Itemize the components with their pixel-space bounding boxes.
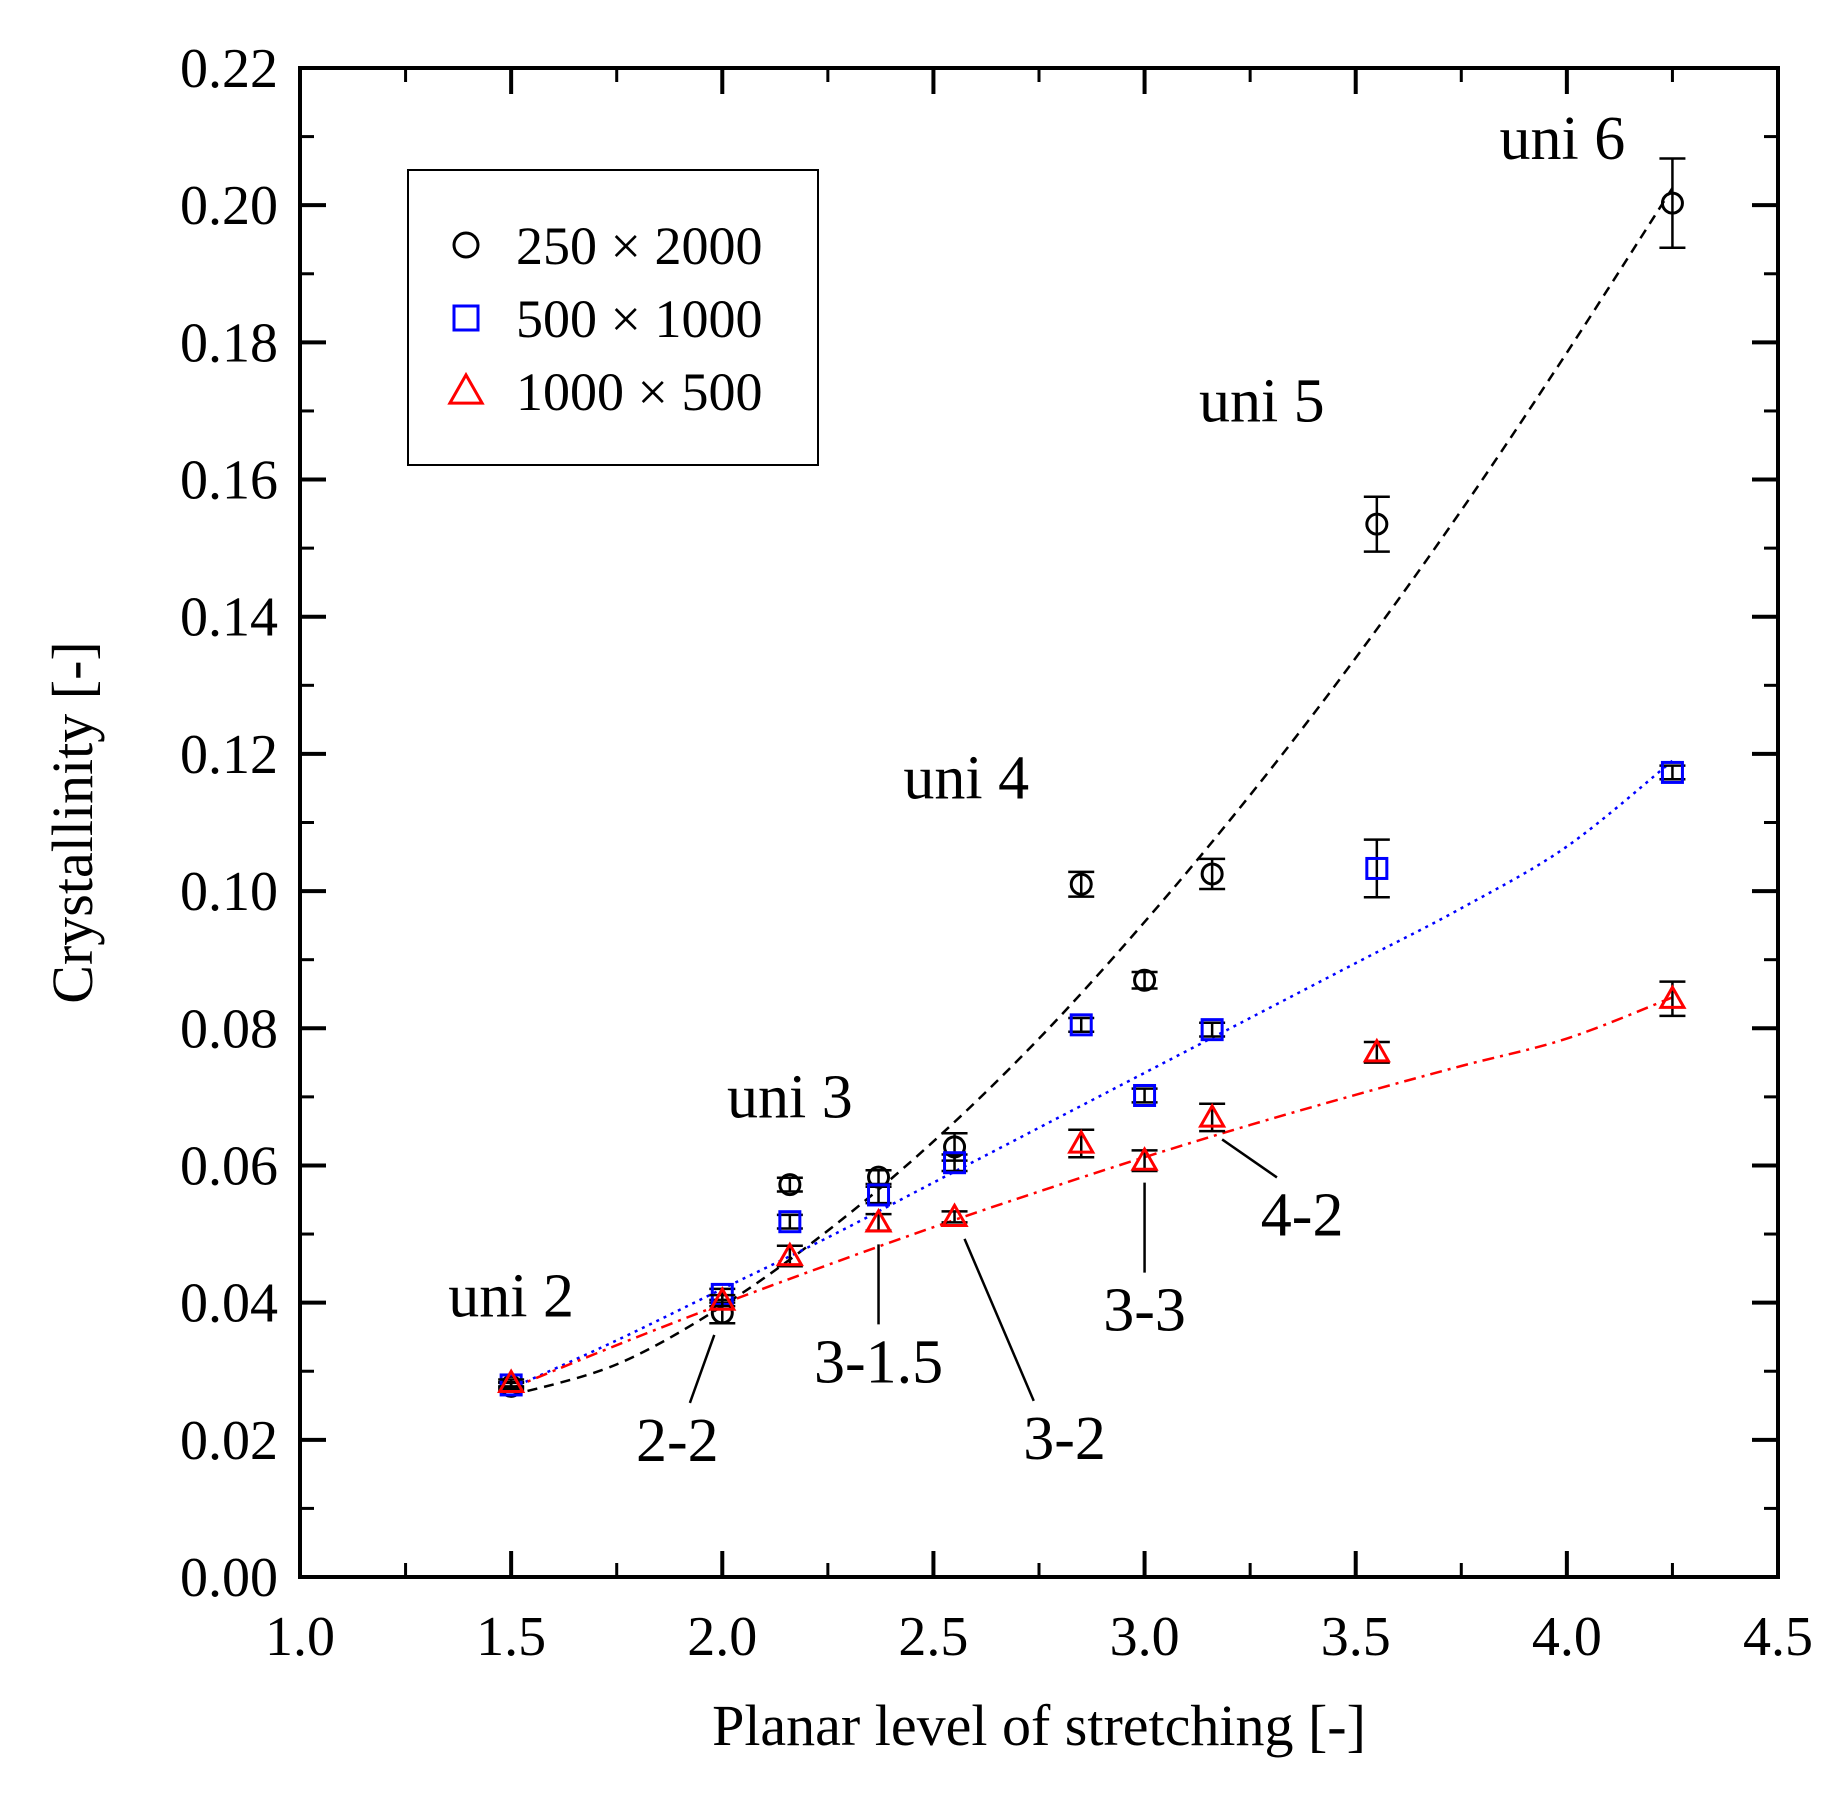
data-point-square [867, 1183, 891, 1207]
data-point-circle [1069, 872, 1093, 896]
axis-ticks: 1.0 1.5 2.0 2.5 3.0 3.5 4.0 4.5 0.00 0.02 0.04 0.06… [180, 38, 1813, 1668]
legend-marker-square [452, 304, 480, 332]
data-point-circle [1660, 191, 1684, 215]
data-point-square [778, 1210, 802, 1234]
annotation-label: 3-3 [1103, 1277, 1186, 1345]
annotation-label: 2-2 [636, 1407, 719, 1475]
annotation-label: 3-2 [1023, 1405, 1106, 1473]
x-tick-label: 4.0 [1532, 1606, 1602, 1668]
data-point-circle [1133, 968, 1157, 992]
annotation-label: uni 5 [1199, 367, 1325, 435]
data-point-square [1365, 856, 1389, 880]
data-point-circle [1200, 862, 1224, 886]
x-tick-label: 3.0 [1110, 1606, 1180, 1668]
annotations: uni 2 uni 3 uni 4 uni 5 uni 6 2-2 3-1.5 3-2 3-3 4… [448, 105, 1625, 1475]
annotation-leader [963, 1238, 1035, 1402]
data-point-triangle [775, 1241, 804, 1267]
minor-ticks [300, 68, 1778, 1577]
y-tick-label: 0.08 [180, 998, 278, 1060]
data-point-triangle [1362, 1037, 1391, 1063]
data-point-square [1200, 1018, 1224, 1042]
x-tick-label: 3.5 [1321, 1606, 1391, 1668]
y-tick-label: 0.18 [180, 312, 278, 374]
y-tick-label: 0.14 [180, 587, 278, 649]
y-tick-label: 0.16 [180, 450, 278, 512]
annotation-label: uni 2 [448, 1263, 574, 1331]
y-tick-label: 0.02 [180, 1410, 278, 1472]
data-point-square [1133, 1083, 1157, 1107]
y-tick-label: 0.06 [180, 1135, 278, 1197]
x-tick-label: 1.5 [476, 1606, 546, 1668]
y-axis-title: Crystallinity [-] [40, 641, 105, 1003]
y-tick-label: 0.20 [180, 175, 278, 237]
data-point-square [499, 1373, 523, 1397]
x-tick-label: 1.0 [265, 1606, 335, 1668]
data-point-circle [778, 1173, 802, 1197]
annotation-label: uni 6 [1500, 105, 1626, 173]
y-tick-label: 0.12 [180, 724, 278, 786]
data-point-circle [1365, 512, 1389, 536]
x-axis-title: Planar level of stretching [-] [712, 1693, 1366, 1758]
data-point-square [1660, 760, 1684, 784]
annotation-label: 3-1.5 [814, 1328, 943, 1396]
annotation-label: uni 3 [727, 1064, 853, 1132]
x-tick-label: 2.0 [687, 1606, 757, 1668]
legend-label: 1000 × 500 [516, 362, 762, 422]
data-point-square [1069, 1013, 1093, 1037]
annotation-label: uni 4 [903, 745, 1029, 813]
y-tick-label: 0.22 [180, 38, 278, 100]
fit-curve-square [510, 759, 1674, 1390]
legend-label: 250 × 2000 [516, 216, 762, 276]
annotation-leader [1221, 1138, 1278, 1179]
data-point-triangle [497, 1368, 526, 1394]
legend-label: 500 × 1000 [516, 289, 762, 349]
fit-curves [510, 187, 1674, 1397]
y-tick-label: 0.10 [180, 861, 278, 923]
x-tick-label: 4.5 [1743, 1606, 1813, 1668]
annotation-label: 4-2 [1261, 1181, 1344, 1249]
data-point-triangle [1658, 984, 1687, 1009]
y-tick-label: 0.00 [180, 1547, 278, 1609]
data-point-triangle [1198, 1102, 1227, 1128]
legend-box [407, 169, 819, 466]
data-point-triangle [708, 1286, 737, 1311]
data-point-square [943, 1151, 967, 1175]
data-points [497, 157, 1687, 1398]
annotation-leader [688, 1334, 716, 1404]
data-point-triangle [940, 1202, 969, 1228]
plot-area-frame [298, 66, 1780, 1579]
legend: 250 × 2000 500 × 1000 1000 × 500 [407, 169, 819, 466]
legend-marker-triangle [447, 371, 485, 405]
data-point-triangle [1130, 1146, 1159, 1171]
data-point-triangle [1067, 1128, 1096, 1154]
data-point-triangle [864, 1207, 893, 1233]
legend-marker-circle [452, 231, 480, 259]
fit-curve-circle [510, 187, 1674, 1397]
x-tick-label: 2.5 [898, 1606, 968, 1668]
y-tick-label: 0.04 [180, 1273, 278, 1335]
